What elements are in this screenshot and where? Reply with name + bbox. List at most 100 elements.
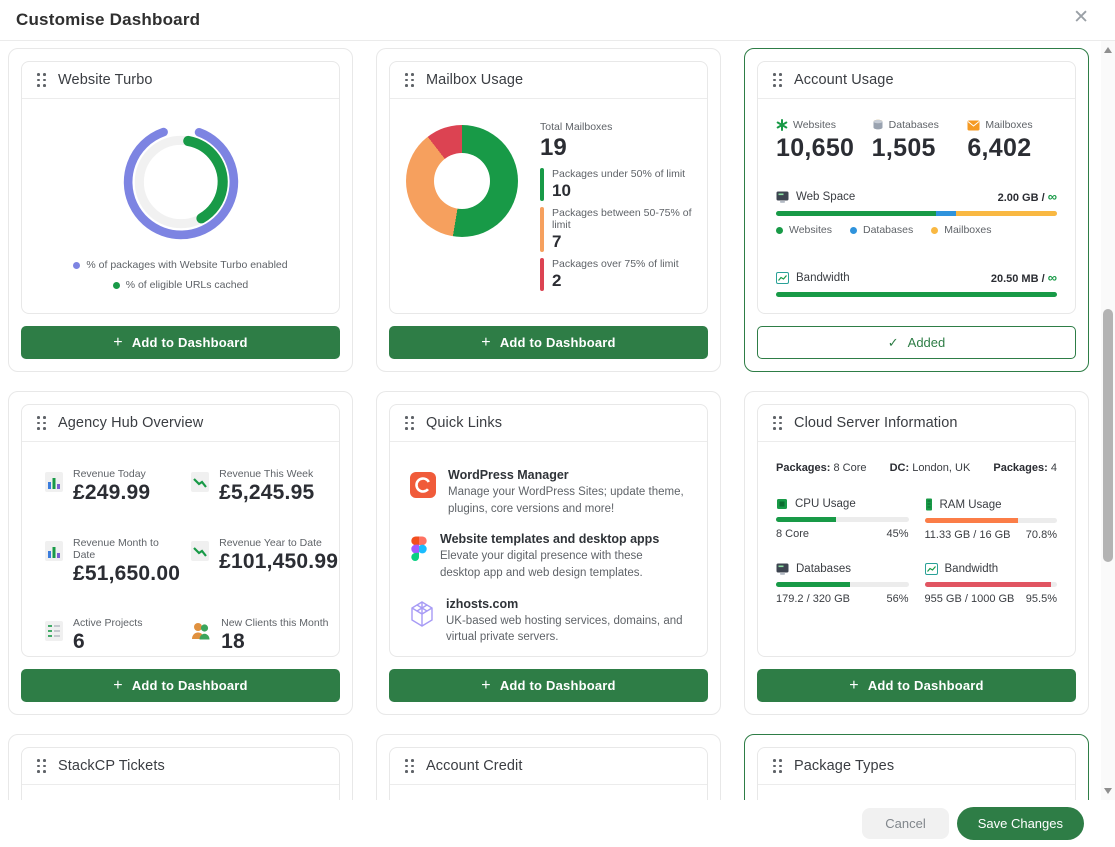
stat-label: Revenue This Week <box>219 468 314 480</box>
meter-percent: 95.5% <box>1025 593 1057 605</box>
stat-label: Mailboxes <box>985 119 1033 131</box>
add-button-label: Add to Dashboard <box>131 335 248 350</box>
meter-percent: 70.8% <box>1025 529 1057 541</box>
vertical-scrollbar[interactable] <box>1101 41 1115 800</box>
meter-sub-label: 8 Core <box>776 528 810 540</box>
legend-label: % of eligible URLs cached <box>125 279 249 291</box>
scrollbar-thumb[interactable] <box>1103 309 1113 562</box>
add-button-label: Add to Dashboard <box>867 678 984 693</box>
stat-value: £101,450.99 <box>219 549 339 573</box>
izhosts-link[interactable]: izhosts.com UK-based web hosting service… <box>410 597 685 646</box>
drag-handle-icon[interactable] <box>405 416 414 430</box>
databases-bar-segment <box>936 211 956 216</box>
stat-label: Packages under 50% of limit <box>552 168 686 180</box>
stat-value: 6,402 <box>967 134 1032 162</box>
drag-handle-icon[interactable] <box>773 73 782 87</box>
drag-handle-icon[interactable] <box>773 759 782 773</box>
website-turbo-chart: % of packages with Website Turbo enabled… <box>22 99 339 313</box>
website-templates-link[interactable]: Website templates and desktop apps Eleva… <box>410 532 685 581</box>
websites-stat: Websites 10,650 <box>776 119 866 163</box>
widget-title: Package Types <box>794 758 895 774</box>
add-button-label: Add to Dashboard <box>499 678 616 693</box>
info-label: Packages: <box>993 462 1048 474</box>
drag-handle-icon[interactable] <box>405 73 414 87</box>
meter-bar-fill <box>776 582 851 587</box>
mailboxes-icon <box>967 120 980 130</box>
add-to-dashboard-button[interactable]: + Add to Dashboard <box>757 669 1076 702</box>
stat-label: Packages between 50-75% of limit <box>552 207 692 231</box>
account-stats: Websites 10,650 <box>776 119 1057 163</box>
web-space-icon <box>776 191 789 203</box>
add-to-dashboard-button[interactable]: + Add to Dashboard <box>21 669 340 702</box>
databases-icon <box>873 119 883 130</box>
legend-item: % of packages with Website Turbo enabled <box>73 259 288 271</box>
meter-bar-fill <box>924 582 1052 587</box>
web-space-meter: Web Space 2.00 GB / ∞ <box>776 189 1057 236</box>
bandwidth-meter: Bandwidth 955 GB / 1000 GB 95.5% <box>924 563 1057 605</box>
widget-header: Mailbox Usage <box>390 62 707 99</box>
stat-value: 10,650 <box>776 134 855 162</box>
close-icon[interactable]: ✕ <box>1073 7 1089 28</box>
mailboxes-bar-segment <box>955 211 1057 216</box>
widget-card: Agency Hub Overview Revenue Today £249.9… <box>21 404 340 657</box>
widget-tile-agency-hub: Agency Hub Overview Revenue Today £249.9… <box>8 391 353 715</box>
add-to-dashboard-button[interactable]: + Add to Dashboard <box>389 326 708 359</box>
widget-tile-account-usage: Account Usage <box>744 48 1089 372</box>
revenue-year-stat: Revenue Year to Date £101,450.99 <box>190 537 338 588</box>
add-to-dashboard-button[interactable]: + Add to Dashboard <box>389 669 708 702</box>
legend-item: % of eligible URLs cached <box>112 279 249 291</box>
ram-icon <box>925 498 932 511</box>
legend-label: % of packages with Website Turbo enabled <box>86 259 288 271</box>
active-projects-stat: Active Projects 6 <box>44 617 180 656</box>
infinity-icon: ∞ <box>1047 189 1057 204</box>
websites-icon <box>776 119 788 131</box>
widget-header: Website Turbo <box>22 62 339 99</box>
total-mailboxes-label: Total Mailboxes <box>540 121 613 133</box>
revenue-week-stat: Revenue This Week £5,245.95 <box>190 468 338 507</box>
web-space-bar <box>776 211 1057 216</box>
scroll-up-arrow-icon[interactable] <box>1104 47 1112 53</box>
add-to-dashboard-button[interactable]: + Add to Dashboard <box>21 326 340 359</box>
added-button-label: Added <box>907 335 946 350</box>
widget-title: Account Credit <box>426 758 523 774</box>
legend-dot <box>931 226 939 234</box>
turbo-enabled-arc <box>123 124 238 240</box>
legend-dot <box>850 226 857 234</box>
plus-icon: + <box>113 676 123 694</box>
drag-handle-icon[interactable] <box>37 416 46 430</box>
meter-label: RAM Usage <box>939 498 1002 511</box>
added-button[interactable]: ✓ Added <box>757 326 1076 359</box>
stat-label: Revenue Year to Date <box>219 536 322 549</box>
ram-usage-meter: RAM Usage 11.33 GB / 16 GB 70.8% <box>924 498 1057 541</box>
revenue-today-stat: Revenue Today £249.99 <box>44 468 180 507</box>
databases-meter: Databases 179.2 / 320 GB 56% <box>776 563 909 605</box>
wordpress-manager-link[interactable]: WordPress Manager Manage your WordPress … <box>410 468 685 517</box>
check-icon: ✓ <box>887 334 899 350</box>
meter-sub-label: 955 GB / 1000 GB <box>924 593 1015 605</box>
stat-value: £5,245.95 <box>219 481 315 504</box>
add-button-label: Add to Dashboard <box>499 335 616 350</box>
meter-label: Web Space <box>796 190 856 203</box>
drag-handle-icon[interactable] <box>405 759 414 773</box>
drag-handle-icon[interactable] <box>37 759 46 773</box>
legend-label: Mailboxes <box>944 224 992 236</box>
save-changes-button[interactable]: Save Changes <box>956 807 1084 840</box>
stat-value: 1,505 <box>871 134 936 162</box>
drag-handle-icon[interactable] <box>37 73 46 87</box>
modal-header: Customise Dashboard ✕ <box>0 0 1115 41</box>
scroll-down-arrow-icon[interactable] <box>1104 788 1112 794</box>
total-mailboxes-value: 19 <box>540 134 567 161</box>
widget-tile-cloud-server: Cloud Server Information Packages: 8 Cor… <box>744 391 1089 715</box>
stat-color-bar <box>540 207 544 252</box>
widget-title: Agency Hub Overview <box>58 415 204 431</box>
widget-header: Package Types <box>758 748 1075 785</box>
widget-header: StackCP Tickets <box>22 748 339 785</box>
wordpress-icon <box>410 472 436 498</box>
drag-handle-icon[interactable] <box>773 416 782 430</box>
stat-color-bar <box>540 258 544 291</box>
stat-value: £51,650.00 <box>73 561 181 585</box>
legend-label: Databases <box>863 224 914 236</box>
meter-percent: 56% <box>886 593 909 605</box>
info-value: 4 <box>1047 462 1057 474</box>
cancel-button[interactable]: Cancel <box>862 808 949 839</box>
